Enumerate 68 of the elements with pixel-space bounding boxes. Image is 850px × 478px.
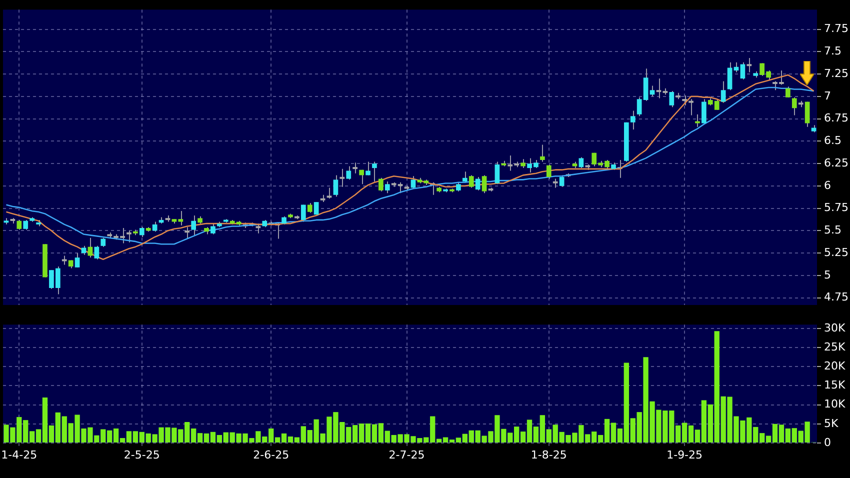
y-tick-label: 7.25 — [824, 66, 848, 80]
candlestick — [688, 98, 694, 116]
candlestick — [546, 164, 552, 180]
candlestick — [630, 110, 636, 130]
x-tick-label: 1-9-25 — [666, 448, 703, 462]
candlestick — [410, 176, 416, 190]
candlestick — [346, 166, 352, 180]
candlestick — [359, 169, 364, 185]
candlestick — [333, 174, 338, 198]
candlestick — [734, 62, 739, 73]
candlestick — [300, 204, 306, 222]
candlestick — [88, 237, 93, 258]
y-tick-label: 25K — [824, 340, 846, 354]
candlestick — [804, 101, 810, 128]
y-tick-label: 0 — [824, 436, 831, 449]
y-tick-label: 5 — [824, 268, 831, 282]
candlestick — [559, 174, 564, 188]
candlestick — [681, 95, 688, 106]
y-tick-label: 10K — [824, 398, 846, 411]
candlestick — [126, 230, 132, 243]
candlestick — [314, 202, 319, 216]
y-tick-label: 6.75 — [824, 112, 848, 125]
y-tick-label: 20K — [824, 359, 846, 372]
y-tick-label: 30K — [824, 321, 846, 334]
y-tick-label: 5.5 — [824, 224, 842, 237]
candlestick — [786, 86, 790, 98]
candlestick — [650, 85, 655, 97]
candlestick — [792, 96, 797, 116]
y-tick-label: 7 — [824, 89, 831, 102]
candlestick — [482, 174, 487, 194]
candlestick — [384, 180, 390, 194]
y-tick-label: 4.75 — [824, 290, 848, 304]
candlestick — [139, 226, 144, 238]
candlestick — [468, 174, 474, 188]
y-tick-label: 6.5 — [824, 134, 842, 148]
candlestick — [94, 245, 100, 260]
y-tick-label: 7.75 — [824, 22, 848, 36]
candlestick — [307, 202, 312, 214]
candlestick — [578, 156, 584, 169]
y-tick-label: 5.25 — [824, 246, 848, 259]
candlestick — [740, 62, 746, 80]
candlestick — [191, 214, 196, 236]
y-tick-label: 6 — [824, 178, 831, 192]
candlestick — [720, 80, 726, 104]
candlestick — [74, 252, 80, 268]
x-tick-label: 1-8-25 — [530, 448, 567, 462]
x-tick-label: 1-4-25 — [1, 448, 38, 462]
candlestick — [16, 219, 22, 230]
candlestick — [23, 219, 28, 230]
candlestick — [366, 161, 370, 176]
candlestick — [702, 98, 706, 124]
y-tick-label: 7.5 — [824, 44, 842, 58]
x-tick-label: 2-7-25 — [388, 448, 425, 462]
candlestick — [540, 144, 545, 162]
candlestick — [669, 90, 674, 108]
candlestick — [378, 177, 384, 192]
y-tick-label: 15K — [824, 378, 846, 392]
candlestick — [494, 161, 500, 185]
y-tick-label: 5K — [824, 416, 839, 430]
candlestick — [210, 223, 216, 235]
candlestick — [727, 62, 732, 91]
candlestick — [475, 176, 480, 191]
candlestick — [372, 161, 377, 182]
x-tick-label: 2-6-25 — [253, 448, 290, 462]
x-tick-label: 2-5-25 — [124, 448, 160, 462]
candlestick — [695, 114, 700, 128]
y-tick-label: 5.75 — [824, 201, 848, 214]
y-tick-label: 6.25 — [824, 156, 848, 170]
